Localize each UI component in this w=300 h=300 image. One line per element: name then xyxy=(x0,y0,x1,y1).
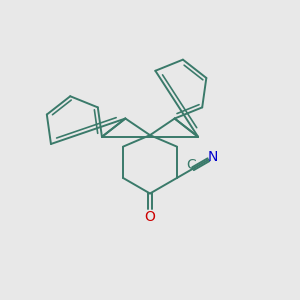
Text: C: C xyxy=(186,158,196,172)
Text: N: N xyxy=(208,150,218,164)
Text: O: O xyxy=(145,210,155,224)
